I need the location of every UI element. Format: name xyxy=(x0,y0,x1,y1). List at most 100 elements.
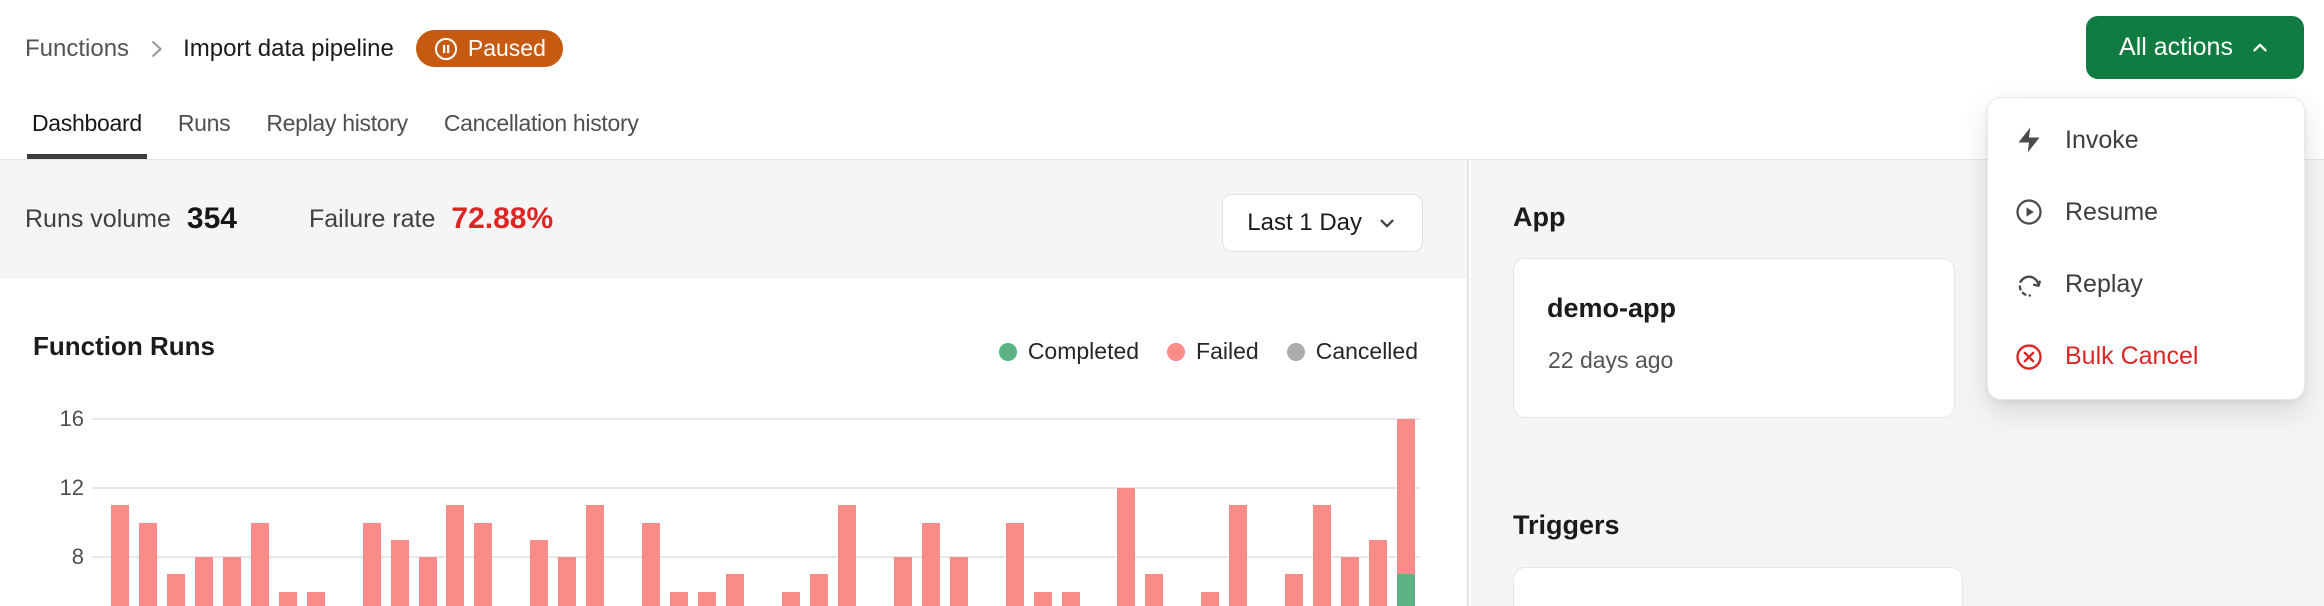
chart-bar-failed xyxy=(418,557,437,606)
app-card[interactable]: demo-app 22 days ago xyxy=(1513,258,1955,418)
chart-bar-failed xyxy=(1201,591,1220,606)
chart-bar-failed xyxy=(1061,591,1080,606)
chart-bar-failed xyxy=(390,539,409,606)
breadcrumb-chevron-icon xyxy=(152,40,162,57)
chart-bar-failed xyxy=(893,557,912,606)
breadcrumb-functions-link[interactable]: Functions xyxy=(25,34,130,62)
chart-bar-failed xyxy=(474,522,493,606)
chart-bar-completed xyxy=(1397,574,1416,606)
chart-bar-failed xyxy=(670,591,689,606)
x-circle-icon xyxy=(2016,344,2042,370)
chart-bar-failed xyxy=(1369,539,1388,606)
chart-bar-failed xyxy=(1229,505,1248,606)
legend-label: Completed xyxy=(1027,338,1140,364)
stat-value: 72.88% xyxy=(451,202,554,235)
chart-bar-failed xyxy=(558,557,577,606)
chart-bar-failed xyxy=(949,557,968,606)
legend-dot-icon xyxy=(1167,342,1186,361)
chart-bar-failed xyxy=(586,505,605,606)
y-axis-tick-label: 8 xyxy=(71,544,84,569)
chart-bar-failed xyxy=(1117,488,1136,606)
chart-bar-failed xyxy=(278,591,297,606)
actions-dropdown-menu: Invoke Resume Replay Bulk Cancel xyxy=(1987,97,2305,400)
menu-item-replay[interactable]: Replay xyxy=(1988,249,2304,321)
time-range-dropdown[interactable]: Last 1 Day xyxy=(1222,194,1423,252)
menu-item-bulk-cancel[interactable]: Bulk Cancel xyxy=(1988,321,2304,393)
app-synced-time: 22 days ago xyxy=(1548,347,1674,373)
chart-bar-failed xyxy=(1313,505,1332,606)
legend-label: Cancelled xyxy=(1315,338,1418,364)
menu-item-resume[interactable]: Resume xyxy=(1988,176,2304,248)
chart-bar-failed xyxy=(642,522,661,606)
stat-label: Failure rate xyxy=(308,204,436,233)
stats-band: Runs volume 354 Failure rate 72.88% Last 1 … xyxy=(0,160,1467,278)
chart-bar-failed xyxy=(1033,591,1052,606)
lightning-icon xyxy=(2018,127,2040,153)
chart-legend: Completed Failed Cancelled xyxy=(998,338,1418,365)
stats-row: Runs volume 354 Failure rate 72.88% xyxy=(25,160,553,278)
page-header: Functions Import data pipeline Paused Al… xyxy=(0,0,2324,160)
chart-bar-failed xyxy=(166,574,185,606)
chart-bar-failed xyxy=(250,522,269,606)
chart-gridline xyxy=(92,487,1420,489)
chart-bar-failed xyxy=(1397,419,1416,575)
tab-cancellation-history[interactable]: Cancellation history xyxy=(443,110,639,136)
triggers-section-heading: Triggers xyxy=(1513,510,1620,540)
legend-item-failed: Failed xyxy=(1167,338,1259,365)
chart-bar-failed xyxy=(110,505,129,606)
legend-label: Failed xyxy=(1196,338,1259,364)
y-axis-tick-label: 12 xyxy=(59,475,84,500)
paused-status-label: Paused xyxy=(467,35,546,61)
menu-item-label: Invoke xyxy=(2065,125,2139,154)
chart-bar-failed xyxy=(698,591,717,606)
chart-bar-failed xyxy=(222,557,241,606)
all-actions-button[interactable]: All actions xyxy=(2086,16,2304,79)
chevron-down-icon xyxy=(1380,219,1394,228)
replay-icon xyxy=(2018,275,2041,297)
all-actions-label: All actions xyxy=(2119,33,2233,61)
app-name: demo-app xyxy=(1547,293,1677,323)
menu-item-label: Resume xyxy=(2065,197,2159,226)
breadcrumb-current: Import data pipeline xyxy=(183,34,394,62)
time-range-label: Last 1 Day xyxy=(1247,209,1362,236)
stat-value: 354 xyxy=(186,202,237,235)
chart-bar-failed xyxy=(194,557,213,606)
chart-bar-failed xyxy=(306,591,325,606)
breadcrumb: Functions Import data pipeline Paused xyxy=(25,30,563,67)
chevron-up-icon xyxy=(2253,43,2267,51)
chart-gridline xyxy=(92,556,1420,558)
pause-circle-icon xyxy=(434,37,457,60)
chart-bar-failed xyxy=(362,522,381,606)
triggers-card xyxy=(1513,567,1963,606)
chart-bar-failed xyxy=(726,574,745,606)
tab-replay-history[interactable]: Replay history xyxy=(266,110,408,136)
menu-item-label: Bulk Cancel xyxy=(2065,342,2199,371)
chart-bar-failed xyxy=(837,505,856,606)
play-circle-icon xyxy=(2016,199,2042,225)
stat-label: Runs volume xyxy=(25,204,171,233)
chart-bar-failed xyxy=(1005,522,1024,606)
chart-bar-failed xyxy=(1285,574,1304,606)
stat-failure-rate: Failure rate 72.88% xyxy=(309,202,553,236)
chart-bar-failed xyxy=(921,522,940,606)
tab-dashboard[interactable]: Dashboard xyxy=(27,110,147,159)
stat-runs-volume: Runs volume 354 xyxy=(25,202,237,236)
chart-bar-failed xyxy=(1341,557,1360,606)
legend-item-completed: Completed xyxy=(998,338,1140,365)
menu-item-label: Replay xyxy=(2065,270,2143,299)
chart-gridline xyxy=(92,418,1420,420)
y-axis-tick-label: 16 xyxy=(59,406,84,431)
legend-item-cancelled: Cancelled xyxy=(1286,338,1418,365)
chart-bar-failed xyxy=(781,591,800,606)
chart-bar-failed xyxy=(138,522,157,606)
legend-dot-icon xyxy=(1286,342,1305,361)
chart-bar-failed xyxy=(809,574,828,606)
tab-bar: Dashboard Runs Replay history Cancellation … xyxy=(27,110,644,159)
app-section-heading: App xyxy=(1513,202,1566,232)
tab-runs[interactable]: Runs xyxy=(177,110,231,136)
chart-title: Function Runs xyxy=(33,331,215,361)
chart-bar-failed xyxy=(446,505,465,606)
legend-dot-icon xyxy=(998,342,1017,361)
menu-item-invoke[interactable]: Invoke xyxy=(1988,104,2304,176)
